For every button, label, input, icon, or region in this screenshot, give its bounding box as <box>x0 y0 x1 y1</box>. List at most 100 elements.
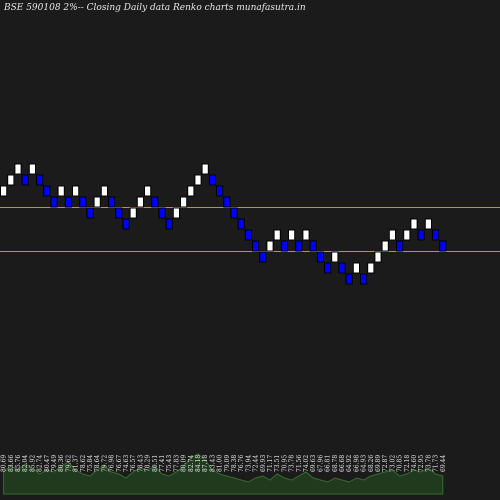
renko-brick <box>237 218 245 230</box>
renko-brick <box>0 185 8 197</box>
value-label: 71.56 <box>296 455 303 472</box>
value-label: 71.73 <box>433 455 440 472</box>
renko-brick <box>57 185 65 197</box>
renko-brick <box>86 207 94 219</box>
renko-brick <box>144 185 152 197</box>
renko-brick <box>403 229 411 241</box>
value-label: 64.93 <box>361 455 368 472</box>
renko-brick <box>424 218 432 230</box>
renko-brick <box>345 273 353 285</box>
renko-brick <box>259 251 267 263</box>
value-label: 66.98 <box>353 455 360 472</box>
renko-brick <box>14 163 22 175</box>
renko-brick <box>316 251 324 263</box>
value-label: 80.09 <box>181 455 188 472</box>
renko-brick <box>79 196 87 208</box>
value-label: 70.85 <box>397 455 404 472</box>
value-label: 83.66 <box>8 455 15 472</box>
renko-brick <box>21 174 29 186</box>
renko-brick <box>136 196 145 208</box>
value-label: 79.62 <box>65 455 72 472</box>
value-label: 73.78 <box>425 455 432 472</box>
renko-brick <box>108 196 116 208</box>
renko-brick <box>302 229 310 241</box>
value-label: 78.62 <box>80 455 87 472</box>
renko-brick <box>338 262 346 274</box>
renko-brick <box>324 262 332 274</box>
renko-brick <box>223 196 231 208</box>
renko-brick <box>360 273 368 285</box>
volume-series <box>3 453 444 495</box>
renko-brick <box>43 185 51 197</box>
renko-brick <box>72 185 80 197</box>
value-label: 72.95 <box>418 455 425 472</box>
volume-area <box>3 453 444 495</box>
renko-brick <box>374 251 382 263</box>
renko-brick <box>331 251 339 263</box>
renko-brick <box>194 174 202 186</box>
value-label: 78.64 <box>94 455 101 472</box>
renko-brick <box>93 196 101 208</box>
value-label: 69.44 <box>440 455 447 472</box>
value-label: 81.37 <box>73 455 80 472</box>
renko-brick <box>295 240 303 252</box>
value-label: 66.68 <box>339 455 346 472</box>
value-label: 87.18 <box>202 455 209 472</box>
renko-brick <box>244 229 253 241</box>
value-label: 82.74 <box>37 455 44 472</box>
value-label: 73.78 <box>289 455 296 472</box>
value-label: 82.04 <box>22 455 29 472</box>
renko-brick <box>266 240 274 252</box>
value-label: 82.74 <box>188 455 195 472</box>
renko-brick <box>352 262 360 274</box>
value-label: 80.51 <box>152 455 159 472</box>
renko-brick <box>129 207 137 219</box>
renko-brick <box>172 207 181 219</box>
value-label: 69.89 <box>375 455 382 472</box>
value-label: 69.63 <box>310 455 317 472</box>
value-label: 78.38 <box>231 455 238 472</box>
value-label: 77.83 <box>173 455 180 472</box>
value-label: 71.17 <box>267 455 274 472</box>
renko-brick <box>381 240 389 252</box>
renko-brick <box>288 229 296 241</box>
value-label: 74.60 <box>411 455 418 472</box>
renko-bricks <box>0 163 447 285</box>
value-label: 77.41 <box>159 455 166 472</box>
value-label: 83.43 <box>209 455 216 472</box>
renko-brick <box>208 174 217 186</box>
value-label: 73.02 <box>389 455 396 472</box>
value-label: 84.18 <box>195 455 202 472</box>
renko-brick <box>180 196 188 208</box>
renko-brick <box>410 218 418 230</box>
value-label: 68.26 <box>368 455 375 472</box>
value-label: 85.92 <box>29 455 36 472</box>
renko-brick <box>7 174 15 186</box>
renko-brick <box>100 185 109 197</box>
value-label: 69.93 <box>260 455 267 472</box>
value-label: 76.67 <box>116 455 123 472</box>
value-label: 70.95 <box>281 455 288 472</box>
value-label: 67.96 <box>317 455 324 472</box>
renko-brick <box>201 163 209 175</box>
value-label: 72.87 <box>382 455 389 472</box>
renko-brick <box>50 196 58 208</box>
value-label: 72.18 <box>404 455 411 472</box>
renko-brick <box>230 207 238 219</box>
renko-brick <box>280 240 288 252</box>
renko-brick <box>165 218 173 230</box>
renko-brick <box>309 240 317 252</box>
renko-brick <box>432 229 440 241</box>
value-label: 64.92 <box>346 455 353 472</box>
renko-brick <box>36 174 44 186</box>
value-label: 79.09 <box>224 455 231 472</box>
value-label: 73.94 <box>245 455 252 472</box>
value-label: 74.02 <box>303 455 310 472</box>
value-label: 72.44 <box>253 455 260 472</box>
value-label: 79.72 <box>101 455 108 472</box>
value-labels: 80.69 83.66 85.76 82.04 85.92 82.74 80.47 79.49… <box>1 455 447 472</box>
renko-brick <box>388 229 396 241</box>
renko-brick <box>158 207 166 219</box>
value-label: 75.43 <box>166 455 173 472</box>
